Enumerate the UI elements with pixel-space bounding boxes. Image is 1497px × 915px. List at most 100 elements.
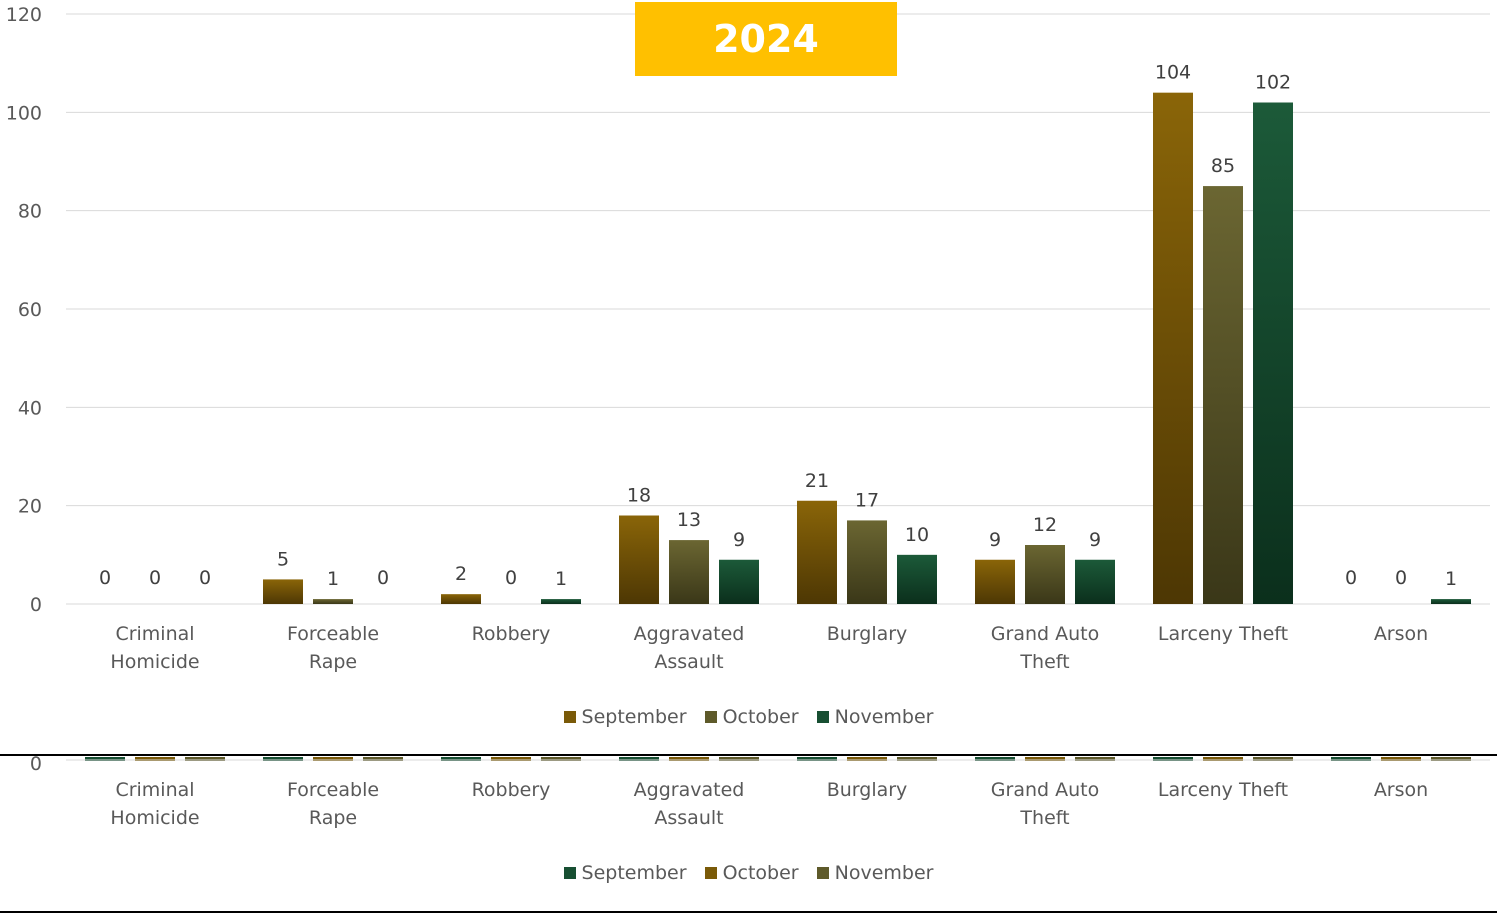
legend-item-october: October — [704, 706, 799, 728]
data-label-october: 0 — [505, 567, 517, 589]
lower-bar-stub — [797, 757, 837, 761]
lower-bar-stub — [669, 757, 709, 761]
lower-bar-stub — [975, 757, 1015, 761]
x-tick-label-line: Criminal — [115, 623, 195, 645]
lower-x-tick-label: Arson — [1316, 776, 1486, 804]
data-label-november: 9 — [733, 529, 745, 551]
lower-bar-stub — [185, 757, 225, 761]
bar-november — [897, 554, 937, 604]
x-tick-label: Robbery — [426, 620, 596, 648]
legend: September October November — [0, 706, 1497, 728]
data-label-november: 0 — [377, 567, 389, 589]
y-axis: 0 20 40 60 80 100 120 — [6, 4, 42, 616]
bar-october — [1025, 545, 1065, 604]
lower-x-tick-label-line: Rape — [308, 807, 358, 829]
bar-november — [719, 559, 759, 604]
lower-x-tick-label-line: Criminal — [115, 779, 195, 801]
lower-legend-item-2: October — [704, 862, 799, 884]
lower-bar-stub — [1331, 757, 1371, 761]
y-tick-label: 60 — [18, 299, 42, 321]
data-label-november: 1 — [555, 568, 567, 590]
data-label-september: 0 — [99, 567, 111, 589]
lower-x-tick-label-line: Grand Auto — [990, 779, 1100, 801]
bottom-border — [0, 911, 1497, 913]
x-tick-label: Larceny Theft — [1138, 620, 1308, 648]
gridlines — [66, 13, 1490, 605]
y-tick-label: 120 — [6, 4, 42, 26]
lower-x-tick-label: Grand Auto Theft — [960, 776, 1130, 832]
data-label-october: 12 — [1033, 514, 1057, 536]
bar-october — [847, 520, 887, 604]
legend-swatch-september — [563, 711, 576, 723]
bar-november — [1075, 559, 1115, 604]
y-tick-label: 80 — [18, 201, 42, 223]
bar-september — [797, 500, 837, 604]
data-label-october: 0 — [1395, 567, 1407, 589]
lower-legend-label-1: September — [581, 862, 687, 884]
data-label-october: 0 — [149, 567, 161, 589]
x-tick-label-line: Arson — [1373, 623, 1429, 645]
lower-legend: September October November — [0, 862, 1497, 884]
lower-bar-stub — [1153, 757, 1193, 761]
legend-swatch-november — [816, 711, 829, 723]
lower-bar-stub — [263, 757, 303, 761]
lower-legend-swatch-2 — [704, 867, 717, 879]
lower-x-tick-label: Forceable Rape — [248, 776, 418, 832]
x-tick-label-line: Rape — [308, 651, 358, 673]
data-label-october: 85 — [1211, 155, 1235, 177]
data-label-september: 0 — [1345, 567, 1357, 589]
lower-y-tick-label: 0 — [30, 753, 42, 775]
data-label-october: 13 — [677, 509, 701, 531]
data-label-november: 9 — [1089, 529, 1101, 551]
bar-november — [541, 599, 581, 604]
legend-label-october: October — [722, 706, 799, 728]
lower-x-tick-label-line: Homicide — [110, 807, 200, 829]
x-tick-label-line: Forceable — [286, 623, 380, 645]
bars — [263, 92, 1471, 605]
lower-bar-stub — [1431, 757, 1471, 761]
legend-label-november: November — [834, 706, 934, 728]
bar-september — [1153, 92, 1193, 605]
lower-bar-stub — [1075, 757, 1115, 761]
legend-item-september: September — [563, 706, 687, 728]
y-tick-label: 20 — [18, 496, 42, 518]
lower-x-tick-label-line: Forceable — [286, 779, 380, 801]
lower-x-tick-label-line: Burglary — [826, 779, 908, 801]
x-tick-label-line: Robbery — [471, 623, 551, 645]
lower-x-tick-label-line: Theft — [1020, 807, 1070, 829]
bar-september — [975, 559, 1015, 604]
legend-label-september: September — [581, 706, 687, 728]
lower-bar-stub — [1253, 757, 1293, 761]
lower-bar-stub — [847, 757, 887, 761]
lower-bar-stub — [897, 757, 937, 761]
x-tick-label: Grand Auto Theft — [960, 620, 1130, 676]
bar-september — [263, 579, 303, 604]
bar-october — [669, 540, 709, 604]
bar-november — [1253, 102, 1293, 604]
x-tick-label: Aggravated Assault — [604, 620, 774, 676]
lower-bar-stub — [541, 757, 581, 761]
lower-legend-swatch-3 — [816, 867, 829, 879]
lower-bar-stub — [441, 757, 481, 761]
x-tick-label-line: Larceny Theft — [1157, 623, 1289, 645]
data-label-september: 5 — [277, 548, 289, 570]
x-tick-label: Burglary — [782, 620, 952, 648]
lower-bar-stub — [363, 757, 403, 761]
data-label-october: 1 — [327, 568, 339, 590]
lower-x-tick-label: Robbery — [426, 776, 596, 804]
lower-bar-stub — [313, 757, 353, 761]
data-label-september: 9 — [989, 529, 1001, 551]
x-tick-label-line: Aggravated — [633, 623, 745, 645]
x-tick-label-line: Theft — [1020, 651, 1070, 673]
lower-legend-label-3: November — [834, 862, 934, 884]
lower-x-tick-label-line: Arson — [1373, 779, 1429, 801]
lower-bar-stub — [491, 757, 531, 761]
lower-legend-item-3: November — [816, 862, 934, 884]
lower-bar-stub — [1203, 757, 1243, 761]
chart-title-box: 2024 — [635, 2, 897, 76]
bar-october — [313, 599, 353, 604]
data-label-november: 102 — [1255, 72, 1291, 94]
data-label-september: 18 — [627, 485, 651, 507]
